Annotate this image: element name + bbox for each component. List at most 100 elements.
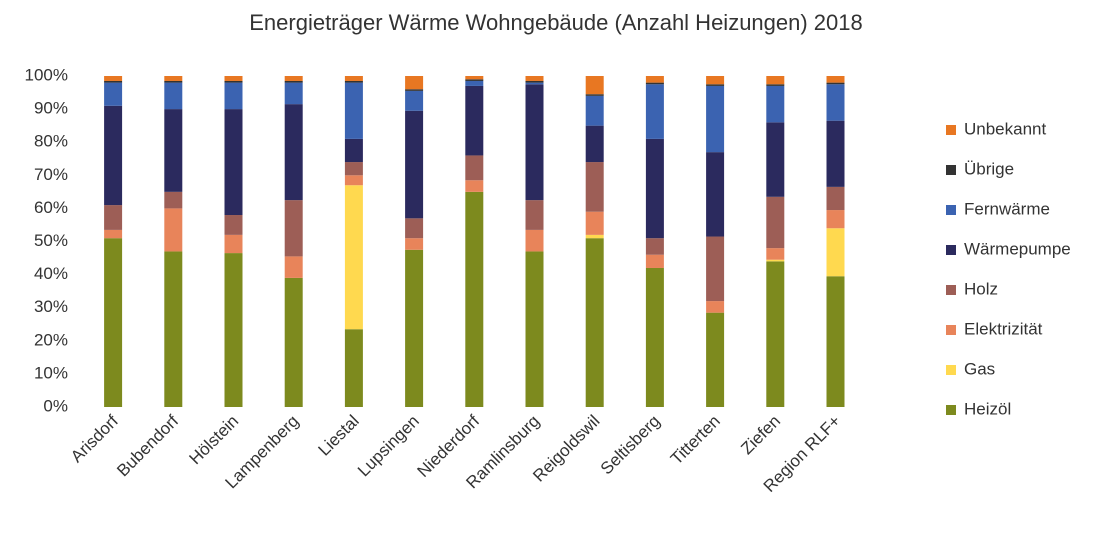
y-tick-label: 80%: [34, 132, 68, 151]
bar-segment: [766, 259, 785, 262]
bar-segment: [284, 80, 303, 83]
bar-segment: [645, 254, 664, 268]
bar-segment: [766, 196, 785, 249]
bar-segment: [645, 238, 664, 255]
bar-segment: [104, 76, 123, 81]
bar-segment: [164, 191, 183, 209]
bar-segment: [164, 80, 183, 83]
bar-segment: [645, 84, 664, 139]
bar-segment: [585, 211, 604, 235]
bar-segment: [284, 277, 303, 407]
bar-segment: [284, 82, 303, 105]
legend-swatch: [946, 325, 956, 335]
legend-swatch: [946, 405, 956, 415]
bar-segment: [706, 85, 725, 153]
y-tick-label: 30%: [34, 297, 68, 316]
x-tick-label: Hölstein: [185, 411, 242, 468]
chart-title: Energieträger Wärme Wohngebäude (Anzahl …: [249, 10, 863, 35]
y-tick-label: 70%: [34, 165, 68, 184]
bar-segment: [104, 105, 123, 206]
x-tick-label: Lupsingen: [354, 411, 423, 480]
legend-label: Elektrizität: [964, 319, 1043, 338]
bar-segment: [224, 76, 243, 81]
legend-swatch: [946, 205, 956, 215]
bar-segment: [344, 80, 363, 83]
y-tick-label: 0%: [43, 396, 68, 415]
bar-segment: [525, 200, 544, 230]
x-tick-label: Ziefen: [737, 411, 784, 458]
bar-segment: [585, 125, 604, 163]
bar-segment: [826, 76, 845, 83]
bar-segment: [645, 76, 664, 83]
bar-segment: [224, 234, 243, 254]
x-tick-label: Liestal: [315, 411, 363, 459]
bar-segment: [766, 85, 785, 123]
bar-segment: [224, 82, 243, 110]
bar-segment: [585, 94, 604, 96]
bar-segment: [645, 138, 664, 239]
bar-segment: [525, 251, 544, 407]
bar-segment: [344, 76, 363, 81]
bar-segment: [284, 200, 303, 257]
bar-segment: [405, 89, 424, 91]
bar-segment: [405, 238, 424, 250]
bar-segment: [465, 180, 484, 192]
y-tick-label: 100%: [25, 65, 68, 84]
legend-label: Gas: [964, 359, 995, 378]
bar-segment: [405, 218, 424, 239]
bar-segment: [465, 76, 484, 80]
bar-segment: [465, 85, 484, 156]
bar-segment: [164, 76, 183, 81]
bar-segment: [344, 329, 363, 407]
bar-segment: [766, 122, 785, 197]
bar-segment: [826, 228, 845, 277]
bar-segment: [344, 162, 363, 176]
bar-segment: [766, 84, 785, 86]
bar-segment: [706, 84, 725, 86]
bar-segment: [344, 138, 363, 163]
bar-segment: [706, 301, 725, 313]
bar-segment: [465, 191, 484, 407]
bar-segment: [104, 238, 123, 407]
bar-segment: [766, 76, 785, 85]
bar-segment: [766, 248, 785, 260]
bar-segment: [405, 90, 424, 111]
bar-segment: [826, 120, 845, 187]
bar-segment: [465, 155, 484, 181]
bar-segment: [224, 253, 243, 407]
y-tick-label: 20%: [34, 330, 68, 349]
bar-segment: [826, 186, 845, 211]
bar-segment: [525, 76, 544, 81]
bar-segment: [585, 238, 604, 407]
bar-segment: [706, 152, 725, 237]
legend-label: Übrige: [964, 159, 1014, 178]
bar-segment: [405, 76, 424, 90]
bar-segment: [405, 249, 424, 407]
bar-segment: [826, 276, 845, 407]
bar-segment: [465, 79, 484, 81]
bar-segment: [224, 215, 243, 235]
bar-segment: [645, 267, 664, 407]
y-tick-label: 90%: [34, 99, 68, 118]
bar-segment: [224, 109, 243, 216]
legend-label: Holz: [964, 279, 998, 298]
x-tick-label: Titterten: [667, 411, 724, 468]
bar-segment: [826, 82, 845, 85]
bar-segment: [405, 110, 424, 219]
y-tick-label: 40%: [34, 264, 68, 283]
bar-segment: [284, 76, 303, 81]
bar-segment: [344, 185, 363, 330]
bar-segment: [164, 82, 183, 110]
x-tick-label: Arisdorf: [67, 411, 122, 466]
bar-segment: [104, 229, 123, 239]
bar-segment: [585, 95, 604, 126]
bar-segment: [284, 256, 303, 278]
bar-segment: [706, 76, 725, 85]
bar-segment: [826, 84, 845, 121]
bar-segment: [164, 109, 183, 192]
bar-segment: [525, 82, 544, 85]
y-tick-label: 10%: [34, 363, 68, 382]
legend-label: Unbekannt: [964, 119, 1047, 138]
bar-segment: [525, 229, 544, 252]
